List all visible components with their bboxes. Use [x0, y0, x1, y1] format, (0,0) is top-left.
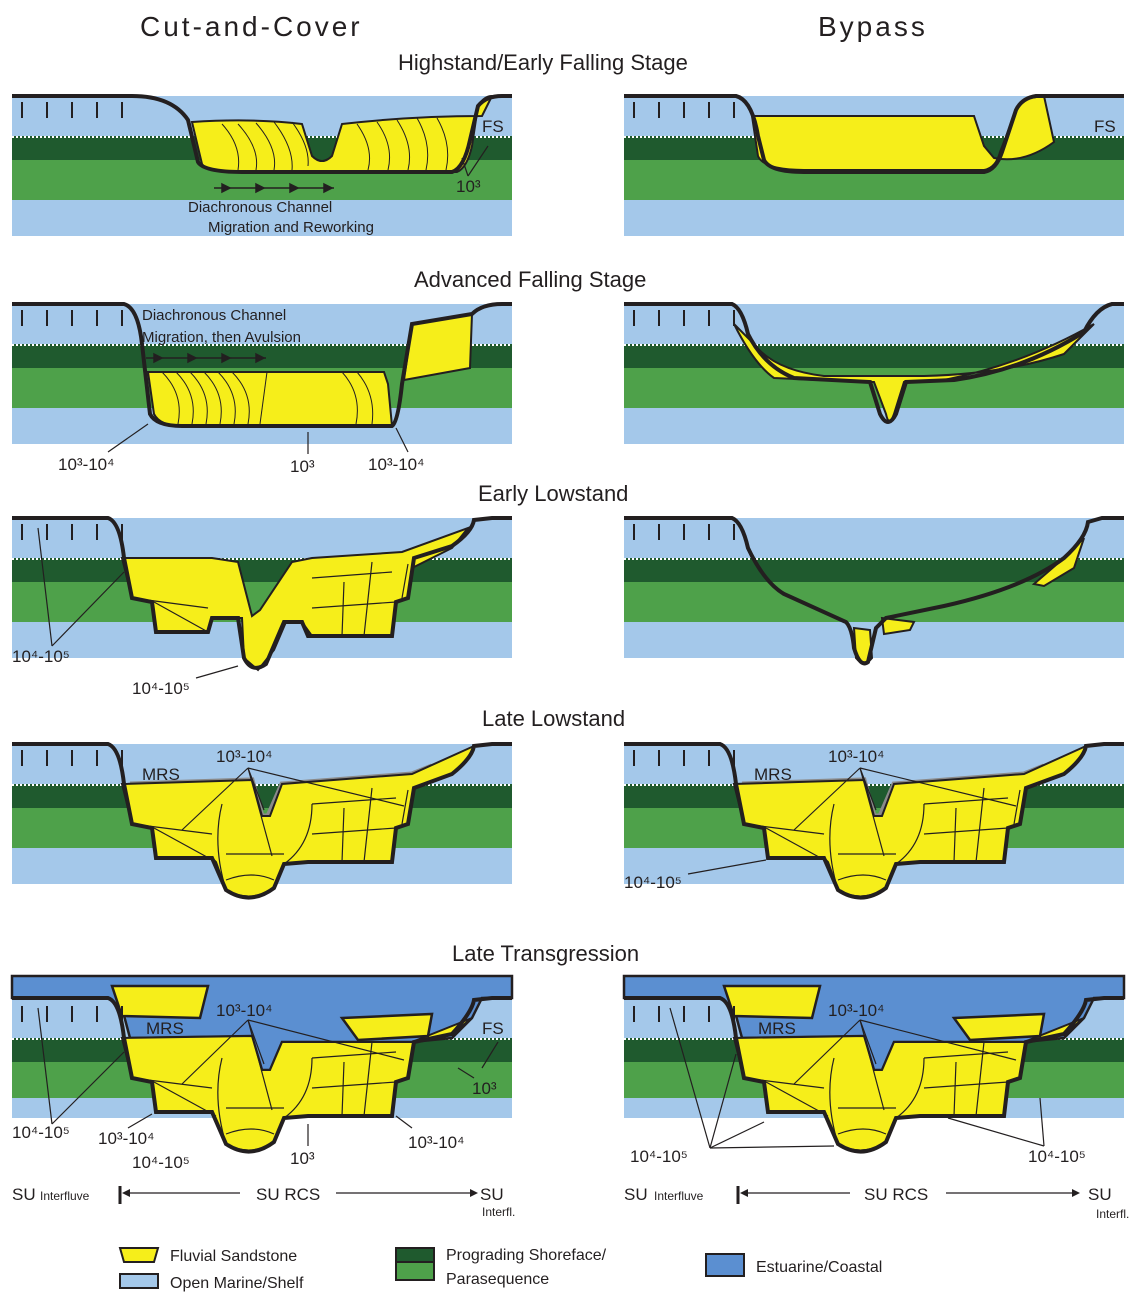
age-label: 10³-10⁴ — [58, 455, 114, 474]
age-label: 10³-10⁴ — [216, 1001, 272, 1020]
diachronous-label-b: Migration and Reworking — [208, 219, 374, 236]
su-label: SU — [1088, 1185, 1112, 1204]
age-label: 10⁴-10⁵ — [12, 647, 70, 666]
stage-title-highstand: Highstand/Early Falling Stage — [398, 50, 688, 75]
panel-bypass-early-lowstand — [623, 516, 1125, 666]
stage-title-advanced-falling: Advanced Falling Stage — [414, 267, 646, 292]
age-label: 10³-10⁴ — [828, 747, 884, 766]
age-label: 10³-10⁴ — [98, 1129, 154, 1148]
estuarine-fill — [722, 984, 822, 1020]
diachronous-label-b: Migration, then Avulsion — [142, 329, 301, 346]
panel-bypass-late-lowstand: MRS 10³-10⁴ 10⁴-10⁵ — [623, 742, 1125, 900]
panel-bypass-advanced-falling — [623, 302, 1125, 445]
stage-title-late-transgression: Late Transgression — [452, 941, 639, 966]
su-rcs-label: SU RCS — [864, 1185, 928, 1204]
diachronous-label-a: Diachronous Channel — [188, 199, 332, 216]
surface-axis-bypass: SU Interfluve SU RCS SU Interfl. — [624, 1185, 1129, 1221]
estuarine-fill — [339, 1012, 434, 1042]
age-label: 10³-10⁴ — [368, 455, 424, 474]
estuarine-fill — [951, 1012, 1046, 1042]
fs-label: FS — [482, 117, 504, 136]
column-title-bypass: Bypass — [818, 11, 928, 42]
mrs-label: MRS — [142, 765, 180, 784]
age-label: 10³ — [472, 1079, 497, 1098]
stage-title-early-lowstand: Early Lowstand — [478, 481, 628, 506]
age-label: 10⁴-10⁵ — [1028, 1147, 1086, 1166]
su-rcs-label: SU RCS — [256, 1185, 320, 1204]
age-label: 10⁴-10⁵ — [630, 1147, 688, 1166]
su-label: SU — [624, 1185, 648, 1204]
fs-label: FS — [1094, 117, 1116, 136]
mrs-label: MRS — [754, 765, 792, 784]
su-label: SU — [12, 1185, 36, 1204]
legend-item-marine: Open Marine/Shelf — [119, 1273, 304, 1292]
interfl-label: Interfl. — [482, 1205, 515, 1219]
age-label: 10³ — [290, 1149, 315, 1168]
legend-label: Estuarine/Coastal — [756, 1259, 882, 1276]
age-label: 10⁴-10⁵ — [132, 1153, 190, 1172]
incised-valley-fill — [146, 371, 394, 427]
panel-cutcover-advanced-falling: Diachronous Channel Migration, then Avul… — [11, 302, 513, 476]
age-label: 10³ — [290, 457, 315, 476]
panel-cutcover-late-transgression: MRS FS 10³-10⁴ 10⁴-10⁵ 10³-10⁴ 10⁴-10⁵ 1… — [10, 974, 514, 1172]
mrs-label: MRS — [146, 1019, 184, 1038]
mrs-label: MRS — [758, 1019, 796, 1038]
incised-valley-fill — [880, 616, 916, 636]
legend-label: Prograding Shoreface/ — [446, 1247, 607, 1264]
panel-cutcover-highstand: FS 10³ Diachronous Channel Migration and… — [11, 94, 513, 237]
legend-item-shoreface: Prograding Shoreface/ Parasequence — [395, 1247, 607, 1288]
legend-item-fluvial: Fluvial Sandstone — [118, 1247, 297, 1265]
interfl-label: Interfl. — [1096, 1207, 1129, 1221]
panel-cutcover-late-lowstand: MRS 10³-10⁴ — [11, 742, 513, 900]
age-label: 10³ — [456, 177, 481, 196]
stage-title-late-lowstand: Late Lowstand — [482, 706, 625, 731]
legend-item-estuarine: Estuarine/Coastal — [705, 1253, 882, 1277]
panel-bypass-highstand: FS — [623, 94, 1125, 237]
estuarine-fill — [110, 984, 210, 1020]
interfluve-label: Interfluve — [654, 1189, 704, 1203]
column-title-cut-and-cover: Cut-and-Cover — [140, 11, 363, 42]
interfluve-label: Interfluve — [40, 1189, 90, 1203]
legend-label: Open Marine/Shelf — [170, 1275, 304, 1292]
age-label: 10³-10⁴ — [216, 747, 272, 766]
legend: Fluvial Sandstone Open Marine/Shelf Prog… — [118, 1247, 882, 1292]
diachronous-label-a: Diachronous Channel — [142, 307, 286, 324]
panel-cutcover-early-lowstand: 10⁴-10⁵ 10⁴-10⁵ — [11, 516, 513, 698]
legend-label: Parasequence — [446, 1271, 549, 1288]
legend-label: Fluvial Sandstone — [170, 1248, 297, 1265]
fs-label: FS — [482, 1019, 504, 1038]
age-label: 10³-10⁴ — [408, 1133, 464, 1152]
incised-valley-fill — [190, 94, 494, 173]
panel-bypass-late-transgression: MRS 10³-10⁴ 10⁴-10⁵ 10⁴-10⁵ — [622, 974, 1126, 1166]
age-label: 10⁴-10⁵ — [12, 1123, 70, 1142]
age-label: 10⁴-10⁵ — [624, 873, 682, 892]
su-label: SU — [480, 1185, 504, 1204]
age-label: 10³-10⁴ — [828, 1001, 884, 1020]
surface-axis-cutcover: SU Interfluve SU RCS SU Interfl. — [12, 1185, 515, 1219]
age-label: 10⁴-10⁵ — [132, 679, 190, 698]
